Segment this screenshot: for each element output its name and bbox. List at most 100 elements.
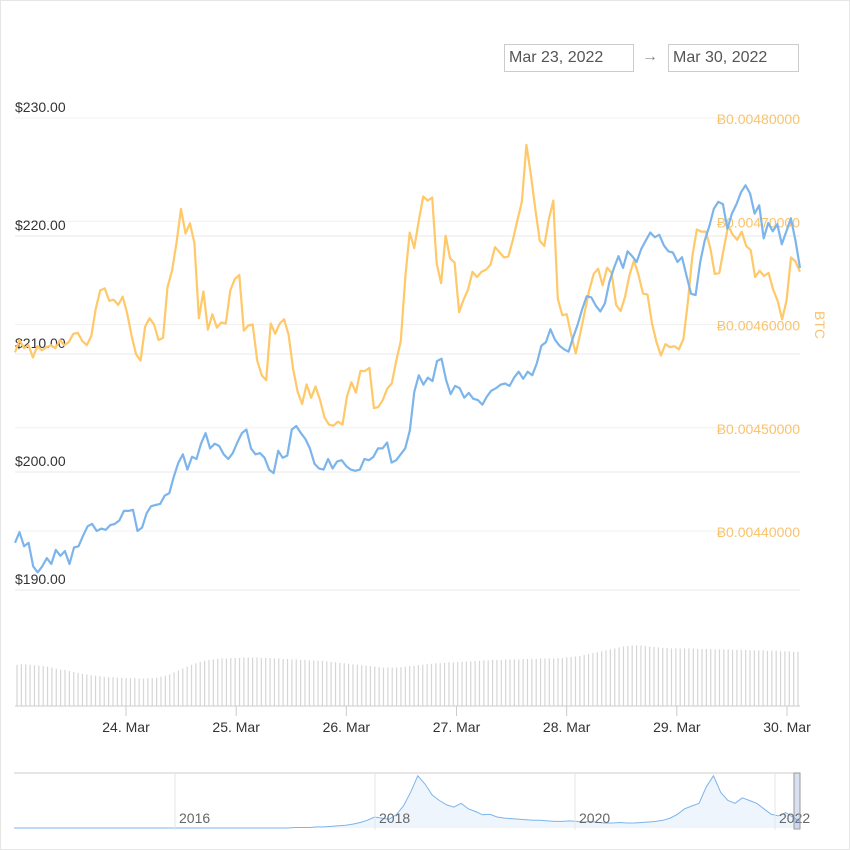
volume-bar [86,674,88,706]
navigator-year-label: 2022 [779,810,810,826]
range-from-input[interactable] [504,44,634,72]
volume-bar [68,670,70,706]
volume-bar [749,650,751,706]
volume-bar [784,651,786,706]
volume-bar [395,667,398,706]
volume-bar [775,650,777,706]
y-axis-usd-label: $220.00 [15,217,66,233]
volume-bar [282,658,284,706]
volume-bar [679,648,681,706]
volume-bar [609,649,611,706]
volume-bar [657,647,659,706]
volume-bar [649,646,651,706]
volume-bar [182,668,184,706]
navigator-selection-handle[interactable] [793,772,801,830]
volume-bar [308,660,310,706]
volume-bar [491,659,494,706]
volume-bar [705,648,707,706]
volume-bar [90,675,92,706]
volume-bar [592,653,594,706]
y-axis-usd-label: $200.00 [15,453,66,469]
volume-bar [618,647,620,706]
y-axis-btc-label: Ƀ0.00440000 [717,524,801,540]
volume-bar [387,667,389,706]
volume-bar [478,660,481,706]
x-axis-label: 27. Mar [433,719,481,735]
volume-bar [42,666,44,706]
y-axis-btc-label: Ƀ0.00460000 [717,318,801,334]
volume-bar [513,659,515,706]
range-to-input[interactable] [668,44,799,72]
volume-bar [766,650,769,706]
volume-bar [260,658,262,706]
volume-bar [587,654,590,706]
volume-bar [771,650,773,706]
volume-bar [190,664,193,706]
volume-bar [753,650,755,706]
volume-bar [553,658,555,706]
volume-bar [20,664,22,706]
volume-bar [622,646,625,706]
volume-bar [644,646,646,706]
volume-bar [430,663,433,706]
volume-bar [38,665,40,706]
volume-bar [273,658,276,706]
range-arrow: → [642,48,658,65]
volume-bar [762,650,764,706]
volume-bar [164,675,166,706]
volume-bar [269,658,271,706]
volume-bar [256,657,258,706]
volume-bar [640,645,642,706]
volume-bar [204,660,206,706]
volume-bar [374,666,376,706]
volume-bar [391,667,393,706]
volume-bar [234,658,236,706]
volume-bar [714,649,716,706]
volume-bar [505,659,507,706]
grid-lines [15,117,800,591]
volume-bar [134,678,136,706]
navigator-year-label: 2020 [579,810,610,826]
volume-bar [77,672,79,706]
volume-bar [697,648,699,706]
x-axis: 24. Mar 25. Mar 26. Mar 27. Mar 28. Mar 29. M… [102,706,811,735]
volume-bar [500,659,502,706]
volume-bar [125,678,127,706]
volume-bar [457,661,459,706]
volume-bar [535,658,537,706]
volume-bar [417,665,420,706]
volume-bar [221,658,223,706]
y-axis-usd-label: $230.00 [15,99,66,115]
volume-bar [347,663,350,706]
volume-bar [321,660,324,706]
x-axis-label: 25. Mar [212,719,260,735]
volume-bar [605,650,607,706]
volume-bar [286,658,289,706]
navigator-year-label: 2018 [379,810,410,826]
volume-bar [718,649,721,706]
volume-bar [278,658,280,706]
volume-bar [300,659,302,706]
volume-bar [662,647,664,706]
volume-bar [208,659,210,706]
volume-bar [404,666,406,706]
volume-bar [138,678,140,706]
volume-bar [539,658,542,706]
volume-bar [317,660,319,706]
volume-bar [452,662,454,706]
volume-bar [186,666,188,706]
btc-price-line [13,143,802,427]
volume-bar [121,677,123,706]
volume-bar [701,648,703,706]
volume-bar [522,658,524,706]
volume-bar [670,648,673,706]
y-axis-btc-label: Ƀ0.00480000 [717,111,801,127]
volume-bar [112,677,114,706]
volume-bar [544,658,546,706]
volume-bar [731,649,734,706]
volume-bar [461,661,463,706]
volume-bar [548,658,550,706]
navigator[interactable]: 2016 2018 2020 2022 [14,772,810,830]
volume-bar [225,658,228,706]
